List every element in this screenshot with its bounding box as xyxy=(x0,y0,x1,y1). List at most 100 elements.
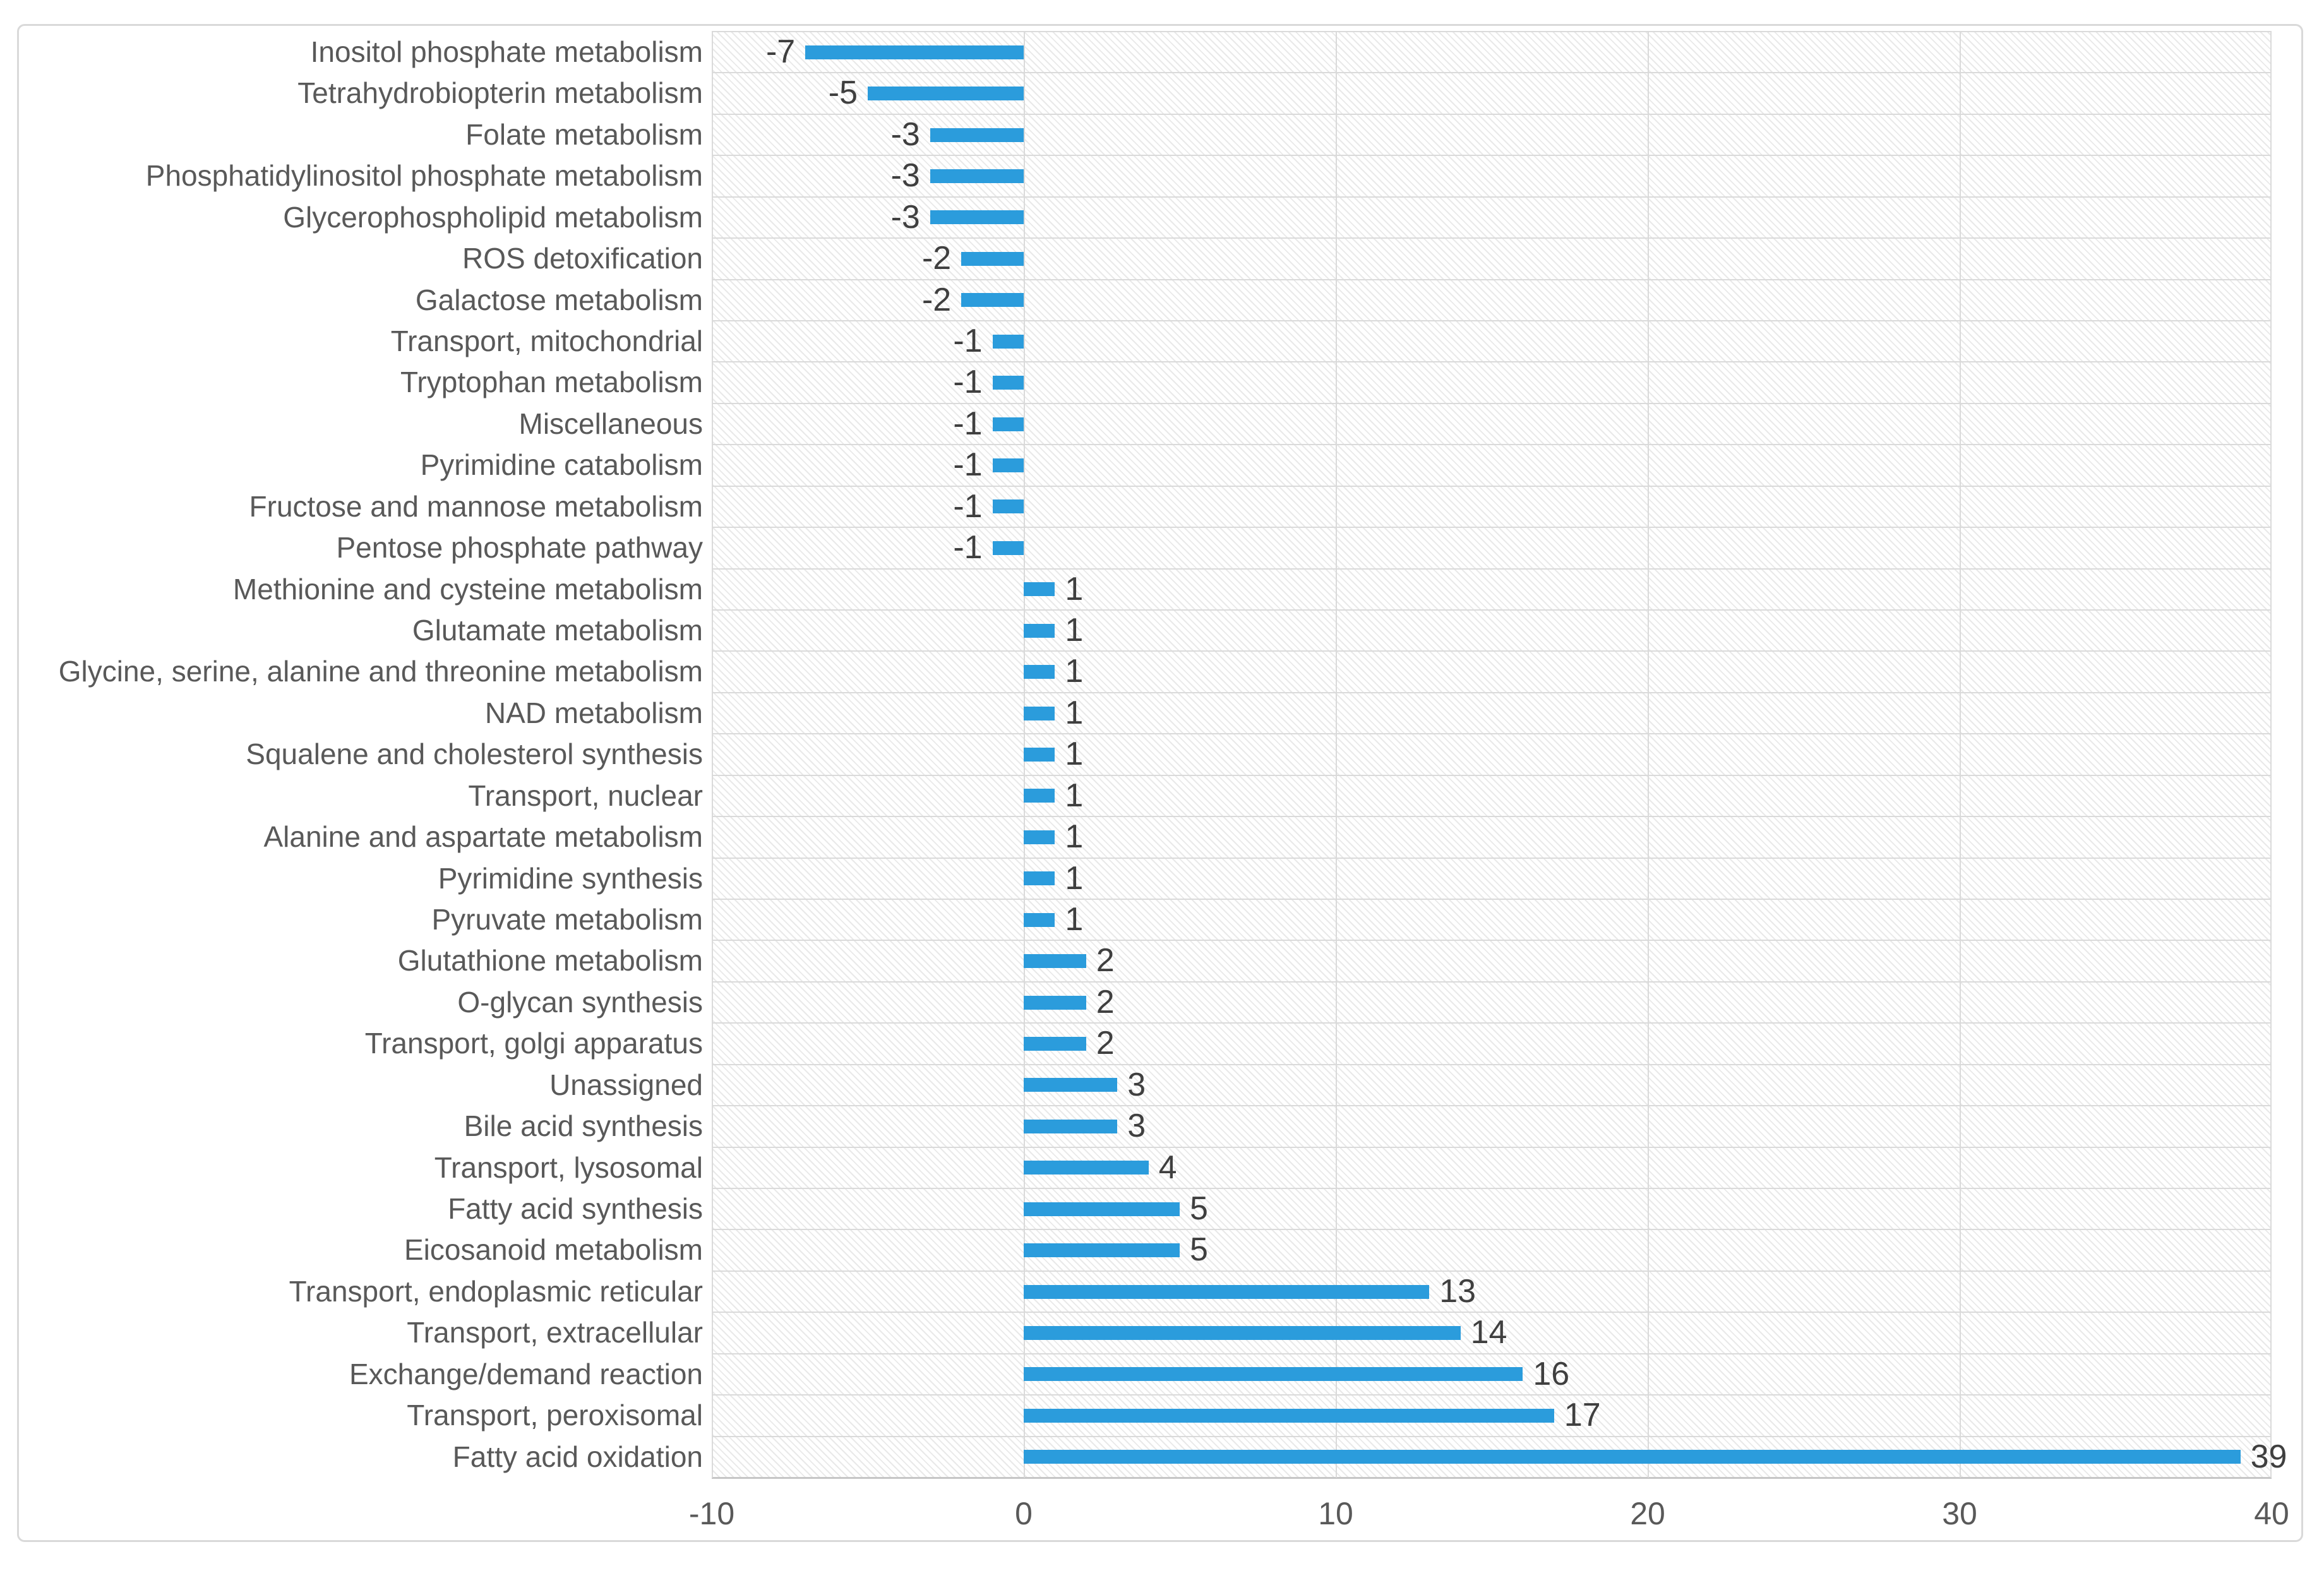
value-label: -1 xyxy=(953,487,983,525)
h-gridline xyxy=(712,113,2272,115)
value-label: 1 xyxy=(1065,570,1084,607)
bar xyxy=(992,334,1024,349)
value-label: 39 xyxy=(2250,1438,2287,1475)
bar xyxy=(1024,1408,1554,1423)
bar xyxy=(1024,1202,1180,1216)
value-label: 1 xyxy=(1065,901,1084,938)
h-gridline xyxy=(712,1435,2272,1437)
category-label: Transport, mitochondrial xyxy=(390,325,703,357)
value-label: -1 xyxy=(953,405,983,442)
h-gridline xyxy=(712,155,2272,157)
category-label: Glutathione metabolism xyxy=(397,944,703,977)
h-gridline xyxy=(712,485,2272,487)
bar xyxy=(992,499,1024,514)
x-tick-label: -10 xyxy=(688,1496,735,1531)
bar xyxy=(805,45,1024,59)
value-label: 14 xyxy=(1470,1314,1507,1351)
category-label: Glycerophospholipid metabolism xyxy=(283,200,703,234)
bar xyxy=(1024,789,1055,803)
bar xyxy=(1024,1243,1180,1258)
bar xyxy=(1024,1367,1523,1382)
h-gridline xyxy=(712,1022,2272,1024)
category-label: Fatty acid oxidation xyxy=(452,1440,703,1473)
value-label: 16 xyxy=(1533,1355,1570,1392)
h-gridline xyxy=(712,320,2272,321)
bar xyxy=(1024,1078,1118,1092)
h-gridline xyxy=(712,1188,2272,1189)
bar xyxy=(1024,582,1055,597)
bar xyxy=(992,376,1024,390)
h-gridline xyxy=(712,1394,2272,1396)
bar xyxy=(1024,1284,1430,1299)
h-gridline xyxy=(712,1105,2272,1107)
x-tick-label: 20 xyxy=(1630,1496,1665,1531)
x-axis-line xyxy=(712,1477,2272,1479)
bar xyxy=(1024,706,1055,720)
category-label: Bile acid synthesis xyxy=(464,1109,703,1143)
value-label: -2 xyxy=(921,281,952,318)
bar xyxy=(1024,1326,1461,1340)
value-label: 13 xyxy=(1439,1272,1476,1310)
h-gridline xyxy=(712,196,2272,198)
category-label: Glycine, serine, alanine and threonine m… xyxy=(58,655,703,688)
h-gridline xyxy=(712,650,2272,652)
h-gridline xyxy=(712,444,2272,446)
h-gridline xyxy=(712,733,2272,735)
v-gridline xyxy=(2270,32,2272,1478)
x-tick-label: 10 xyxy=(1318,1496,1353,1531)
value-label: -1 xyxy=(953,446,983,484)
category-label: Exchange/demand reaction xyxy=(349,1357,703,1390)
bar xyxy=(1024,1450,2241,1464)
category-label: Eicosanoid metabolism xyxy=(404,1233,703,1267)
category-axis: Inositol phosphate metabolism Tetrahydrob… xyxy=(25,32,703,1478)
bar xyxy=(1024,1119,1118,1133)
value-label: -2 xyxy=(921,240,952,277)
category-label: Transport, endoplasmic reticular xyxy=(289,1274,703,1308)
value-label: 2 xyxy=(1096,983,1115,1020)
category-label: Transport, extracellular xyxy=(407,1316,703,1349)
value-label: -3 xyxy=(890,157,920,194)
value-label: 1 xyxy=(1065,859,1084,897)
category-label: Pyrimidine catabolism xyxy=(420,448,703,482)
h-gridline xyxy=(712,899,2272,900)
value-label: -1 xyxy=(953,323,983,359)
bar xyxy=(1024,623,1055,638)
v-gridline xyxy=(1960,32,1961,1478)
h-gridline xyxy=(712,609,2272,611)
value-label: 1 xyxy=(1065,818,1084,856)
bar xyxy=(1024,830,1055,844)
category-label: Transport, lysosomal xyxy=(434,1151,703,1184)
category-label: ROS detoxification xyxy=(462,242,703,275)
bar xyxy=(1024,1161,1149,1175)
h-gridline xyxy=(712,1312,2272,1313)
category-label: NAD metabolism xyxy=(484,696,703,729)
h-gridline xyxy=(712,237,2272,239)
h-gridline xyxy=(712,981,2272,983)
bar xyxy=(1024,665,1055,679)
x-axis: -10 0 10 20 30 40 xyxy=(689,1495,2289,1539)
h-gridline xyxy=(712,774,2272,776)
value-label: 2 xyxy=(1096,1025,1115,1062)
bar xyxy=(992,417,1024,431)
x-tick-label: 40 xyxy=(2254,1496,2289,1531)
category-label: Tetrahydrobiopterin metabolism xyxy=(297,76,703,110)
h-gridline xyxy=(712,857,2272,859)
value-label: -1 xyxy=(953,529,983,566)
v-gridline xyxy=(712,32,713,1478)
category-label: Pentose phosphate pathway xyxy=(336,531,703,565)
x-tick-label: 0 xyxy=(1015,1496,1033,1531)
category-label: Transport, nuclear xyxy=(468,779,703,812)
category-label: Miscellaneous xyxy=(518,407,703,440)
value-label: 3 xyxy=(1127,1066,1146,1103)
category-label: Fatty acid synthesis xyxy=(448,1192,703,1225)
category-label: O-glycan synthesis xyxy=(457,985,703,1019)
category-label: Methionine and cysteine metabolism xyxy=(232,572,703,606)
h-gridline xyxy=(712,402,2272,404)
category-label: Tryptophan metabolism xyxy=(400,366,703,399)
value-label: 17 xyxy=(1564,1397,1601,1434)
x-tick-label: 30 xyxy=(1942,1496,1977,1531)
h-gridline xyxy=(712,72,2272,74)
bar xyxy=(930,169,1024,183)
h-gridline xyxy=(712,691,2272,693)
value-label: 1 xyxy=(1065,653,1084,690)
